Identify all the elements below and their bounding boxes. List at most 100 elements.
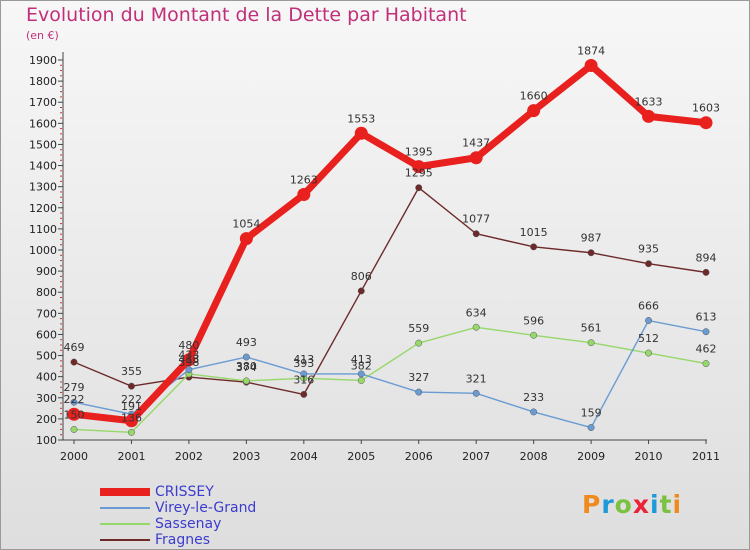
data-point-virey-le-grand (70, 398, 78, 406)
chart-title: Evolution du Montant de la Dette par Hab… (26, 4, 467, 26)
logo-letter: o (614, 490, 633, 519)
y-tick-label: 1400 (29, 160, 57, 173)
data-label-virey-le-grand: 493 (236, 336, 257, 349)
data-label-fragnes: 355 (121, 365, 142, 378)
y-tick-label: 600 (36, 328, 57, 341)
data-point-sassenay (587, 339, 595, 347)
data-label-fragnes: 398 (178, 356, 199, 369)
legend-swatch (100, 539, 150, 541)
data-label-sassenay: 382 (351, 359, 372, 372)
x-tick-label: 2003 (232, 450, 260, 463)
data-label-crissey: 1633 (635, 95, 663, 108)
x-tick-label: 2009 (577, 450, 605, 463)
data-label-virey-le-grand: 666 (638, 300, 659, 313)
data-label-sassenay: 150 (64, 408, 85, 421)
data-point-virey-le-grand (530, 408, 538, 416)
legend-item-crissey: CRISSEY (100, 484, 256, 500)
data-label-virey-le-grand: 159 (581, 407, 602, 420)
legend-swatch (100, 488, 150, 496)
series-line-virey-le-grand (73, 319, 707, 429)
data-label-sassenay: 393 (293, 357, 314, 370)
data-label-crissey: 1263 (290, 173, 318, 186)
data-point-crissey (239, 232, 253, 246)
x-tick-label: 2002 (175, 450, 203, 463)
y-tick-label: 1800 (29, 75, 57, 88)
data-point-sassenay (472, 323, 480, 331)
y-tick-label: 1300 (29, 181, 57, 194)
data-labels: 2221914801054126315531395143716601874163… (64, 44, 721, 424)
data-point-crissey (412, 160, 426, 174)
legend-item-sassenay: Sassenay (100, 516, 256, 532)
data-point-crissey (584, 58, 598, 72)
data-label-virey-le-grand: 222 (121, 393, 142, 406)
x-tick-label: 2006 (405, 450, 433, 463)
data-label-fragnes: 1295 (405, 167, 433, 180)
y-tick-label: 300 (36, 392, 57, 405)
data-point-sassenay (242, 377, 250, 385)
data-point-crissey (354, 126, 368, 140)
data-label-virey-le-grand: 233 (523, 391, 544, 404)
y-tick-label: 700 (36, 307, 57, 320)
data-label-fragnes: 1015 (520, 226, 548, 239)
logo-letter: t (659, 490, 673, 519)
logo-letter: x (632, 490, 650, 519)
data-point-sassenay (645, 349, 652, 357)
data-point-fragnes (702, 268, 710, 276)
data-point-sassenay (530, 331, 538, 339)
x-tick-label: 2008 (520, 450, 548, 463)
y-tick-label: 900 (36, 265, 57, 278)
data-label-virey-le-grand: 321 (466, 372, 487, 385)
data-label-crissey: 480 (178, 339, 199, 352)
y-tick-label: 1500 (29, 138, 57, 151)
legend-label: CRISSEY (155, 484, 214, 500)
legend-swatch (100, 507, 150, 509)
data-label-crissey: 1874 (577, 44, 605, 57)
x-tick-label: 2004 (290, 450, 318, 463)
data-label-crissey: 222 (64, 393, 85, 406)
logo-letter: r (601, 490, 615, 519)
series-line-crissey (70, 61, 710, 425)
x-tick-label: 2005 (347, 450, 375, 463)
x-tick-label: 2010 (635, 450, 663, 463)
data-point-virey-le-grand (242, 353, 250, 361)
x-tick-label: 2007 (462, 450, 490, 463)
data-label-sassenay: 413 (178, 353, 199, 366)
data-point-fragnes (530, 243, 538, 251)
data-point-fragnes (300, 390, 308, 398)
data-label-crissey: 1553 (347, 112, 375, 125)
data-point-sassenay (357, 377, 365, 384)
data-point-crissey (182, 353, 196, 367)
legend-item-virey-le-grand: Virey-le-Grand (100, 500, 256, 516)
data-point-virey-le-grand (645, 317, 652, 324)
series-layer (67, 58, 713, 436)
data-point-sassenay (128, 428, 135, 436)
data-point-crissey (297, 187, 311, 201)
data-label-sassenay: 596 (523, 314, 544, 327)
data-point-virey-le-grand (587, 424, 595, 431)
data-point-fragnes (587, 249, 595, 257)
data-point-sassenay (702, 360, 710, 368)
axes: 100 200 300 400 500 600 700 800 900 1000 1100 1200 1… (29, 52, 720, 463)
y-tick-label: 1100 (29, 223, 57, 236)
legend-swatch (100, 523, 150, 525)
data-point-virey-le-grand (472, 389, 480, 397)
data-point-crissey (124, 414, 138, 428)
legend-label: Fragnes (155, 532, 211, 548)
legend: CRISSEY Virey-le-Grand Sassenay Fragnes (100, 484, 256, 548)
data-label-crissey: 1395 (405, 146, 433, 159)
data-label-sassenay: 136 (121, 411, 142, 424)
data-point-crissey (699, 116, 713, 130)
data-label-fragnes: 316 (293, 373, 314, 386)
logo-letter: P (582, 490, 602, 519)
x-tick-label: 2001 (117, 450, 145, 463)
y-tick-label: 1200 (29, 202, 57, 215)
data-label-sassenay: 512 (638, 332, 659, 345)
data-label-sassenay: 559 (408, 322, 429, 335)
data-point-virey-le-grand (300, 370, 308, 378)
y-tick-label: 100 (36, 434, 57, 447)
data-point-fragnes (357, 287, 365, 295)
data-label-sassenay: 561 (581, 322, 602, 335)
data-point-virey-le-grand (185, 366, 193, 374)
data-label-crissey: 1603 (692, 102, 720, 115)
